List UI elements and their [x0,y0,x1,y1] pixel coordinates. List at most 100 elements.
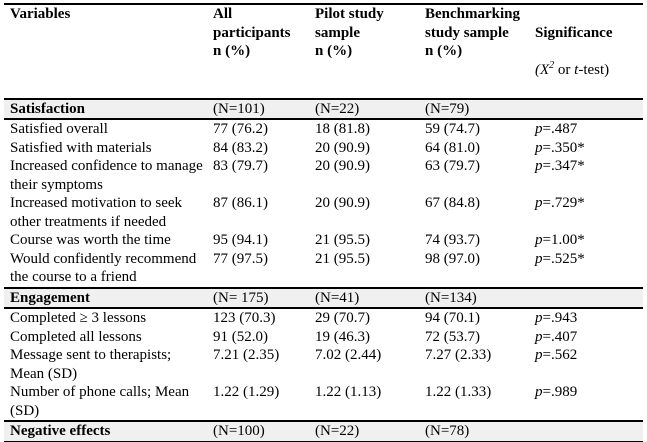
p-value: =.562 [542,347,578,363]
section-count: (N= 175) [213,289,269,306]
significance-value: p=.350* [529,139,643,158]
table-header-row: Variables All participants n (%) Pilot s… [4,4,643,99]
cell-value: 7.02 (2.44) [315,347,382,363]
cell-value: 77 (97.5) [213,250,268,267]
significance-value: p=.487 [529,119,643,139]
cell-value: 1.22 (1.33) [425,384,492,400]
sig-subtitle-superscript: 2 [549,59,555,71]
results-table: Variables All participants n (%) Pilot s… [4,3,643,442]
cell-value: 91 (52.0) [213,328,268,345]
col-header-benchmarking-sample: Benchmarking study sample n (%) [425,6,521,59]
p-symbol: p [535,250,543,267]
section-count: (N=22) [315,100,360,117]
section-header-row: Negative effects (N=100) (N=22) (N=78) [4,421,643,442]
section-empty-cell [529,288,643,309]
p-value: =.347* [542,158,585,174]
cell-value: 123 (70.3) [213,310,276,326]
section-title: Engagement [10,289,90,306]
cell-value: 83 (79.7) [213,158,268,174]
section-title: Satisfaction [10,100,85,117]
p-symbol: p [535,328,543,345]
section-empty-cell [529,99,643,120]
data-row: Would confidently recommend the course t… [4,250,643,288]
row-label: Increased confidence to manage their sym… [10,158,203,193]
cell-value: 74 (93.7) [425,232,480,248]
cell-value: 20 (90.9) [315,158,370,174]
cell-value: 77 (76.2) [213,121,268,137]
cell-value: 7.21 (2.35) [213,347,280,363]
data-row: Completed ≥ 3 lessons 123 (70.3) 29 (70.7)… [4,308,643,328]
p-value: =.525* [542,250,585,267]
col-header-variables: Variables [10,6,71,22]
section-count: (N=100) [213,423,265,439]
row-label: Completed all lessons [10,328,142,345]
data-row: Increased confidence to manage their sym… [4,157,643,194]
p-value: =.487 [542,121,578,137]
sig-subtitle-part: or [554,61,575,78]
sig-subtitle-part: (X [535,61,550,78]
cell-value: 98 (97.0) [425,250,480,267]
p-value: =.989 [542,384,578,400]
data-row: Number of phone calls; Mean (SD) 1.22 (1.… [4,383,643,421]
cell-value: 64 (81.0) [425,139,480,156]
data-row: Completed all lessons 91 (52.0) 19 (46.3) 7… [4,328,643,347]
section-title: Negative effects [10,423,111,439]
row-label: Message sent to therapists; Mean (SD) [10,347,172,382]
p-symbol: p [535,139,543,156]
section-count: (N=78) [425,423,470,439]
section-count: (N=79) [425,100,470,117]
cell-value: 67 (84.8) [425,195,480,211]
cell-value: 20 (90.9) [315,195,370,211]
cell-value: 63 (79.7) [425,158,480,174]
cell-value: 21 (95.5) [315,250,370,267]
cell-value: 21 (95.5) [315,232,370,248]
p-value: =.943 [542,310,578,326]
cell-value: 59 (74.7) [425,121,480,137]
section-count: (N=134) [425,289,477,306]
data-row: Satisfied with materials 84 (83.2) 20 (90.… [4,139,643,158]
row-label: Completed ≥ 3 lessons [10,310,147,326]
cell-value: 29 (70.7) [315,310,370,326]
col-header-pilot-sample: Pilot study sample n (%) [315,6,384,59]
significance-value: p=.562 [529,346,643,383]
significance-value: p=.729* [529,194,643,231]
p-symbol: p [535,121,543,137]
p-symbol: p [535,347,543,363]
row-label: Satisfied with materials [10,139,152,156]
col-header-significance: Significance (X2 or t-test) [529,4,643,99]
p-symbol: p [535,310,543,326]
p-symbol: p [535,384,543,400]
section-count: (N=41) [315,289,360,306]
p-symbol: p [535,195,543,211]
significance-value: p=.989 [529,383,643,421]
section-empty-cell [529,421,643,442]
section-header-row: Engagement (N= 175) (N=41) (N=134) [4,287,643,309]
significance-value: p=.525* [529,250,643,288]
significance-value: p=.407 [529,328,643,347]
cell-value: 19 (46.3) [315,328,370,345]
row-label: Would confidently recommend the course t… [10,250,197,286]
cell-value: 95 (94.1) [213,232,268,248]
sig-subtitle-part: t [574,61,579,78]
section-header-row: Satisfaction (N=101) (N=22) (N=79) [4,98,643,120]
cell-value: 18 (81.8) [315,121,370,137]
row-label: Increased motivation to seek other treat… [10,195,183,230]
section-count: (N=22) [315,423,360,439]
col-header-all-participants: All participants n (%) [213,6,291,59]
section-count: (N=101) [213,100,265,117]
cell-value: 7.27 (2.33) [425,347,492,363]
significance-value: p=.943 [529,308,643,328]
p-value: =.350* [542,139,585,156]
p-value: =.729* [542,195,585,211]
significance-value: p=.347* [529,157,643,194]
data-row: Message sent to therapists; Mean (SD) 7.2… [4,346,643,383]
row-label: Satisfied overall [10,121,108,137]
cell-value: 94 (70.1) [425,310,480,326]
p-value: =1.00* [542,232,585,248]
cell-value: 87 (86.1) [213,195,268,211]
data-row: Course was worth the time 95 (94.1) 21 (95… [4,231,643,250]
table-body: Satisfaction (N=101) (N=22) (N=79) Satisfied… [4,98,643,442]
p-value: =.407 [542,328,578,345]
row-label: Number of phone calls; Mean (SD) [10,384,190,419]
